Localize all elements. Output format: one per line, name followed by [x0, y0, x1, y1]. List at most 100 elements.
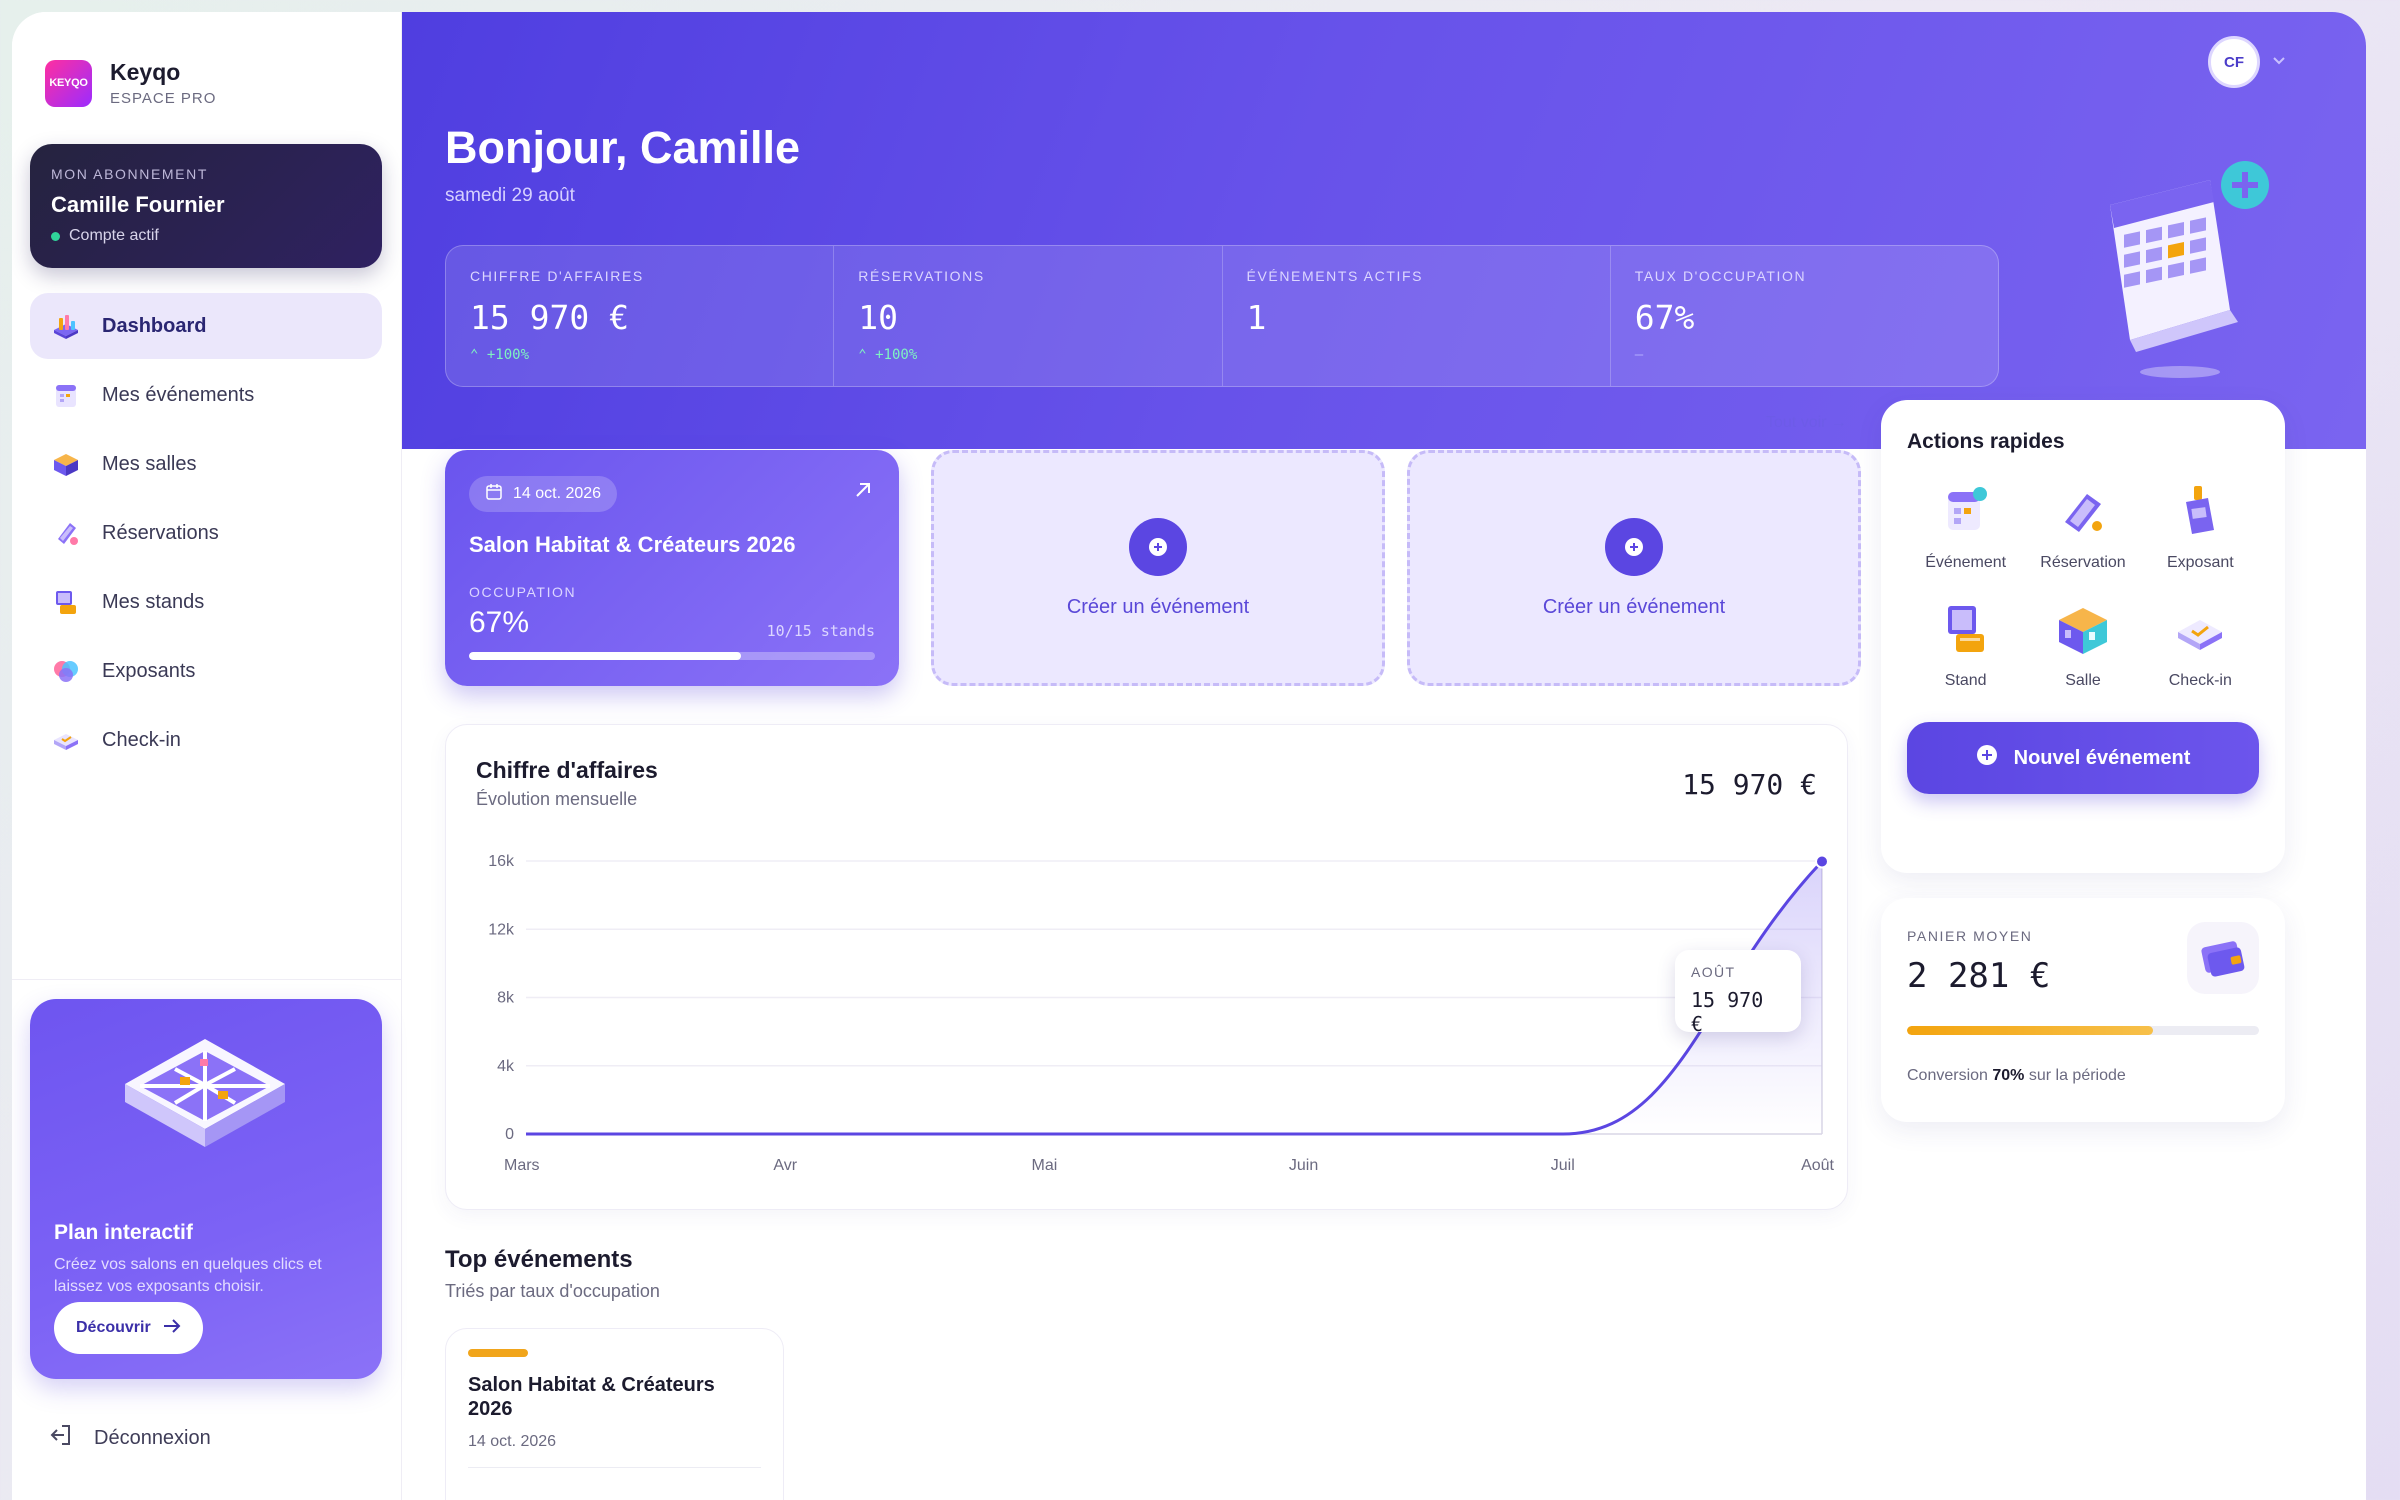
brand[interactable]: KEYQO Keyqo ESPACE PRO: [45, 59, 216, 107]
kpi-label: TAUX D'OCCUPATION: [1634, 268, 1807, 284]
event-date: 14 oct. 2026: [513, 485, 602, 502]
current-date: samedi 29 août: [445, 185, 575, 206]
create-event-label: Créer un événement: [1542, 595, 1726, 618]
quick-action-checkin[interactable]: Check-in: [2142, 598, 2259, 690]
checkin-icon: [50, 724, 82, 756]
create-event-card[interactable]: Créer un événement: [1407, 450, 1861, 686]
kpi-label: CHIFFRE D'AFFAIRES: [470, 268, 644, 284]
sidebar-divider: [12, 979, 402, 980]
sidebar-item-dashboard[interactable]: Dashboard: [30, 293, 382, 359]
logout-icon: [48, 1422, 74, 1454]
subscription-status-text: Compte actif: [69, 227, 159, 244]
quick-actions-grid: Événement Réservation Exposant Stand Sal…: [1907, 480, 2259, 690]
promo-card: Plan interactif Créez vos salons en quel…: [30, 999, 382, 1379]
discover-label: Découvrir: [76, 1319, 151, 1336]
sidebar-item-label: Réservations: [102, 521, 219, 544]
sidebar-item-reservations[interactable]: Réservations: [30, 500, 382, 566]
sidebar-item-checkin[interactable]: Check-in: [30, 707, 382, 773]
quick-action-label: Exposant: [2166, 554, 2234, 571]
sidebar-item-rooms[interactable]: Mes salles: [30, 431, 382, 497]
create-event-card[interactable]: Créer un événement: [931, 450, 1385, 686]
sidebar: KEYQO Keyqo ESPACE PRO MON ABONNEMENT Ca…: [12, 12, 402, 1500]
average-basket-label: PANIER MOYEN: [1907, 928, 2033, 944]
badge-icon: [2168, 480, 2232, 544]
arrow-right-icon: [163, 1318, 181, 1338]
open-external-icon[interactable]: [853, 480, 873, 505]
quick-action-label: Événement: [1925, 554, 2007, 571]
quick-action-room[interactable]: Salle: [2024, 598, 2141, 690]
sidebar-item-label: Check-in: [102, 728, 181, 751]
quick-actions-title: Actions rapides: [1907, 430, 2065, 453]
x-tick-label: Mai: [1032, 1157, 1058, 1174]
sidebar-item-label: Exposants: [102, 659, 196, 682]
x-tick-label: Août: [1801, 1157, 1834, 1174]
sidebar-item-events[interactable]: Mes événements: [30, 362, 382, 428]
calendar-illustration: [2090, 150, 2270, 385]
sidebar-nav: Dashboard Mes événements Mes salles Rése…: [30, 293, 382, 776]
y-tick-label: 12k: [488, 921, 515, 938]
kpi-delta-text: +100%: [875, 347, 918, 363]
kpi-revenue: CHIFFRE D'AFFAIRES 15 970 € ⌃ +100%: [446, 246, 835, 386]
kpi-occupancy: TAUX D'OCCUPATION 67% —: [1611, 246, 1998, 386]
status-dot: [51, 231, 60, 241]
data-point: [1815, 854, 1829, 869]
plus-circle-icon: [1129, 517, 1187, 576]
sidebar-item-label: Mes salles: [102, 452, 197, 475]
avatar: CF: [2208, 36, 2260, 88]
exhibitors-icon: [50, 655, 82, 687]
trend-up-icon: ⌃: [858, 347, 876, 363]
quick-actions-card: Actions rapides Événement Réservation Ex…: [1881, 400, 2285, 873]
average-basket-value: 2 281 €: [1907, 956, 2051, 996]
kpi-delta: ⌃ +100%: [858, 347, 1197, 363]
top-event-card[interactable]: Salon Habitat & Créateurs 2026 14 oct. 2…: [445, 1328, 784, 1500]
kpi-delta-text: +100%: [486, 347, 530, 363]
logout-label: Déconnexion: [94, 1426, 211, 1449]
event-date-pill: 14 oct. 2026: [469, 476, 618, 512]
new-event-button[interactable]: Nouvel événement: [1907, 722, 2259, 794]
sidebar-item-stands[interactable]: Mes stands: [30, 569, 382, 635]
y-tick-label: 0: [505, 1126, 514, 1143]
conversion-rate: 70%: [1992, 1067, 2025, 1084]
conversion-suffix: sur la période: [2024, 1067, 2126, 1084]
quick-action-reservation[interactable]: Réservation: [2024, 480, 2141, 572]
kpi-value: 10: [858, 298, 898, 337]
building-icon: [50, 448, 82, 480]
subscription-card[interactable]: MON ABONNEMENT Camille Fournier Compte a…: [30, 144, 382, 268]
floor-plan-illustration: [120, 1029, 290, 1184]
kpi-delta: ⌃ +100%: [470, 347, 809, 363]
stand-icon: [50, 586, 82, 618]
see-all-link[interactable]: Tout voir →: [1766, 414, 1847, 431]
subscription-label: MON ABONNEMENT: [51, 166, 208, 182]
event-card[interactable]: 14 oct. 2026 Salon Habitat & Créateurs 2…: [445, 450, 899, 686]
sidebar-item-exhibitors[interactable]: Exposants: [30, 638, 382, 704]
tooltip-label: AOÛT: [1691, 964, 1736, 980]
quick-action-exhibitor[interactable]: Exposant: [2142, 480, 2259, 572]
top-events-subtitle: Triés par taux d'occupation: [445, 1281, 660, 1301]
chart-tooltip: AOÛT 15 970 €: [1675, 950, 1801, 1036]
y-tick-label: 4k: [497, 1058, 515, 1075]
chevron-down-icon: [2272, 53, 2286, 71]
logout-button[interactable]: Déconnexion: [48, 1422, 211, 1454]
revenue-chart-card: Chiffre d'affaires Évolution mensuelle 1…: [445, 724, 1848, 1210]
tooltip-value: 15 970 €: [1691, 988, 1764, 1036]
discover-button[interactable]: Découvrir: [54, 1302, 203, 1354]
divider: [468, 1467, 761, 1468]
brand-logo: KEYQO: [45, 59, 92, 107]
occupation-row: 67% 10/15 stands: [469, 606, 875, 640]
calendar-icon: [485, 483, 503, 506]
page-title: Bonjour, Camille: [445, 122, 801, 173]
user-menu[interactable]: CF: [2208, 36, 2286, 88]
kpi-value: 67%: [1634, 298, 1695, 337]
ticket-icon: [2051, 480, 2115, 544]
quick-action-stand[interactable]: Stand: [1907, 598, 2024, 690]
quick-action-event[interactable]: Événement: [1907, 480, 2024, 572]
conversion-note: Conversion 70% sur la période: [1907, 1067, 2259, 1085]
dashboard-icon: [50, 310, 82, 342]
conversion-progress-fill: [1907, 1026, 2154, 1035]
chart-subtitle: Évolution mensuelle: [476, 789, 638, 809]
occupation-progress: [469, 652, 875, 660]
quick-action-label: Check-in: [2168, 672, 2232, 689]
stand-icon: [1934, 598, 1998, 662]
kpi-delta: —: [1634, 347, 1644, 363]
kpi-label: RÉSERVATIONS: [858, 268, 985, 284]
